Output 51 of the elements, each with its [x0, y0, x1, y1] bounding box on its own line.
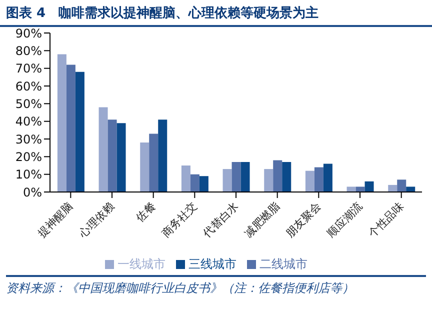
bar — [140, 142, 150, 192]
legend-label: 三线城市 — [188, 257, 236, 271]
y-tick-label: 0% — [22, 185, 42, 200]
x-tick-label: 佐餐 — [134, 200, 158, 225]
y-tick-label: 80% — [15, 44, 42, 58]
x-tick-label: 朋友聚会 — [283, 200, 324, 240]
y-tick-label: 70% — [15, 62, 42, 76]
bar — [66, 64, 76, 192]
bar — [222, 169, 232, 192]
bar — [305, 170, 314, 192]
bar — [98, 107, 108, 192]
y-tick-label: 10% — [15, 168, 42, 182]
bar — [181, 166, 190, 192]
y-tick-label: 30% — [15, 132, 42, 146]
y-tick-label: 60% — [15, 79, 42, 94]
bar — [388, 184, 398, 192]
x-tick-label: 商务社交 — [159, 200, 200, 240]
legend-label: 一线城市 — [118, 257, 166, 271]
bar — [232, 162, 241, 192]
chart-title: 图表 4 咖啡需求以提神醒脑、心理依赖等硬场景为主 — [0, 0, 432, 27]
bar — [240, 162, 250, 192]
y-tick-label: 90% — [15, 26, 42, 40]
bar — [199, 176, 208, 192]
bar — [406, 186, 416, 192]
x-tick-label: 心理依赖 — [76, 200, 117, 241]
y-tick-label: 20% — [15, 150, 42, 164]
bar — [346, 186, 356, 192]
bar — [356, 186, 365, 192]
y-tick-label: 50% — [15, 96, 42, 111]
bar — [314, 167, 324, 192]
x-tick-label: 个性品味 — [366, 200, 406, 240]
bar — [397, 180, 406, 192]
y-tick-label: 40% — [15, 114, 42, 129]
bar — [323, 164, 332, 192]
text: 资料来源：《中国现磨咖啡行业白皮书》（注：佐餐指便利店等） — [6, 280, 355, 297]
bar — [364, 181, 374, 192]
x-tick-label: 提神醒脑 — [35, 200, 76, 240]
bar — [190, 174, 200, 192]
x-tick-label: 减肥燃脂 — [242, 200, 282, 240]
bar — [108, 120, 117, 192]
legend-label: 二线城市 — [260, 257, 308, 271]
bar — [75, 72, 84, 192]
bar — [273, 160, 282, 192]
x-tick-label: 顺应潮流 — [324, 200, 365, 240]
bar — [158, 120, 168, 192]
x-tick-label: 代替白水 — [200, 200, 241, 241]
bar — [264, 169, 274, 192]
bar — [57, 54, 66, 192]
bar — [149, 134, 158, 192]
bar — [282, 162, 292, 192]
bar — [116, 123, 126, 192]
